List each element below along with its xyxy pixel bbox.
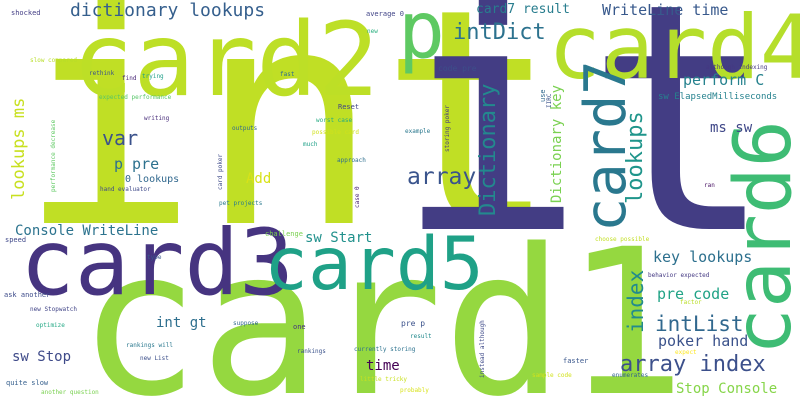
- word: int: [18, 0, 560, 294]
- word: Stop Console: [676, 381, 778, 397]
- word: card poker: [217, 153, 224, 190]
- word: challenge: [265, 230, 303, 238]
- word: pet projects: [219, 200, 263, 207]
- word: index: [624, 269, 648, 333]
- word: storing poker: [444, 105, 451, 152]
- word: quite slow: [6, 379, 49, 387]
- word: enumerates: [612, 372, 649, 379]
- word: pre code: [657, 285, 730, 303]
- word: factor: [680, 299, 702, 306]
- word: instead although: [479, 320, 486, 378]
- word: perform C: [683, 71, 765, 89]
- word: Add: [246, 171, 272, 187]
- word: poker hand: [658, 332, 749, 350]
- word: another question: [41, 389, 99, 396]
- word: sw Stop: [12, 349, 72, 365]
- word: expected performance: [99, 94, 172, 101]
- word: choose possible: [595, 236, 650, 243]
- word: array index: [620, 352, 766, 377]
- word: find: [122, 75, 137, 82]
- word: performance decrease: [50, 119, 57, 192]
- word: card1: [78, 205, 687, 400]
- word: shocked: [11, 9, 41, 17]
- word: worst case: [316, 117, 353, 124]
- word: time: [366, 358, 400, 374]
- word: suppose: [233, 320, 259, 327]
- word: card5: [264, 222, 484, 307]
- word: average 0: [366, 10, 404, 18]
- word: Console WriteLine: [15, 223, 159, 239]
- word: rethink: [89, 70, 115, 77]
- word: faster: [563, 357, 589, 365]
- word: lookups ms: [9, 97, 29, 200]
- word: although indexing: [706, 64, 768, 71]
- word: writing: [144, 115, 170, 122]
- word: rankings will: [126, 342, 173, 349]
- word: outputs: [232, 125, 258, 132]
- word: new: [367, 28, 378, 35]
- word: WriteLine time: [602, 1, 729, 19]
- word: little tricky: [360, 376, 407, 383]
- word: dictionary lookups: [70, 0, 266, 21]
- word: slow compared: [30, 57, 77, 64]
- word: approach: [337, 157, 366, 164]
- word: sw ElapsedMilliseconds: [658, 92, 778, 102]
- word: example: [405, 128, 431, 135]
- word: lookups: [623, 111, 648, 204]
- word: fast: [280, 71, 295, 78]
- word: var: [102, 126, 139, 150]
- word: int gt: [156, 315, 207, 331]
- word: behavior expected: [648, 272, 710, 279]
- word: rankings: [297, 348, 326, 355]
- word: Dictionary: [476, 83, 501, 216]
- word: pre p: [401, 319, 426, 328]
- word: 0 lookups: [125, 174, 180, 185]
- word: optimize: [36, 322, 65, 329]
- word: speed: [5, 236, 27, 244]
- word: ask another: [4, 291, 51, 299]
- word: result: [410, 333, 432, 340]
- word: new Stopwatch: [30, 306, 77, 313]
- word: trying: [142, 73, 164, 80]
- word: key lookups: [653, 248, 753, 266]
- word: case 0: [354, 186, 361, 208]
- word: card2: [72, 1, 380, 120]
- word: new List: [140, 355, 169, 362]
- word: much: [303, 141, 318, 148]
- word: card3: [20, 211, 294, 316]
- word: code pre: [438, 64, 477, 73]
- word: type: [147, 254, 162, 261]
- word: ran: [704, 182, 715, 189]
- word: it: [395, 0, 776, 304]
- word: p pre: [114, 155, 160, 173]
- word: probably: [400, 387, 429, 394]
- word: hand evaluator: [100, 186, 151, 193]
- word: p: [398, 0, 445, 76]
- word: one: [293, 323, 306, 331]
- word: currently storing: [354, 346, 416, 353]
- word: ms sw: [710, 120, 753, 136]
- word: sample code: [532, 372, 572, 379]
- word: card7 result: [476, 2, 570, 17]
- word: Reset: [338, 103, 360, 111]
- word: array: [407, 164, 477, 190]
- word: possible card: [312, 129, 359, 136]
- word: expect: [675, 349, 697, 356]
- word: sw Start: [305, 230, 373, 246]
- word: card4: [548, 0, 800, 99]
- word: intDict: [453, 20, 546, 45]
- word: intList: [655, 312, 744, 336]
- word: IIRC: [546, 93, 553, 108]
